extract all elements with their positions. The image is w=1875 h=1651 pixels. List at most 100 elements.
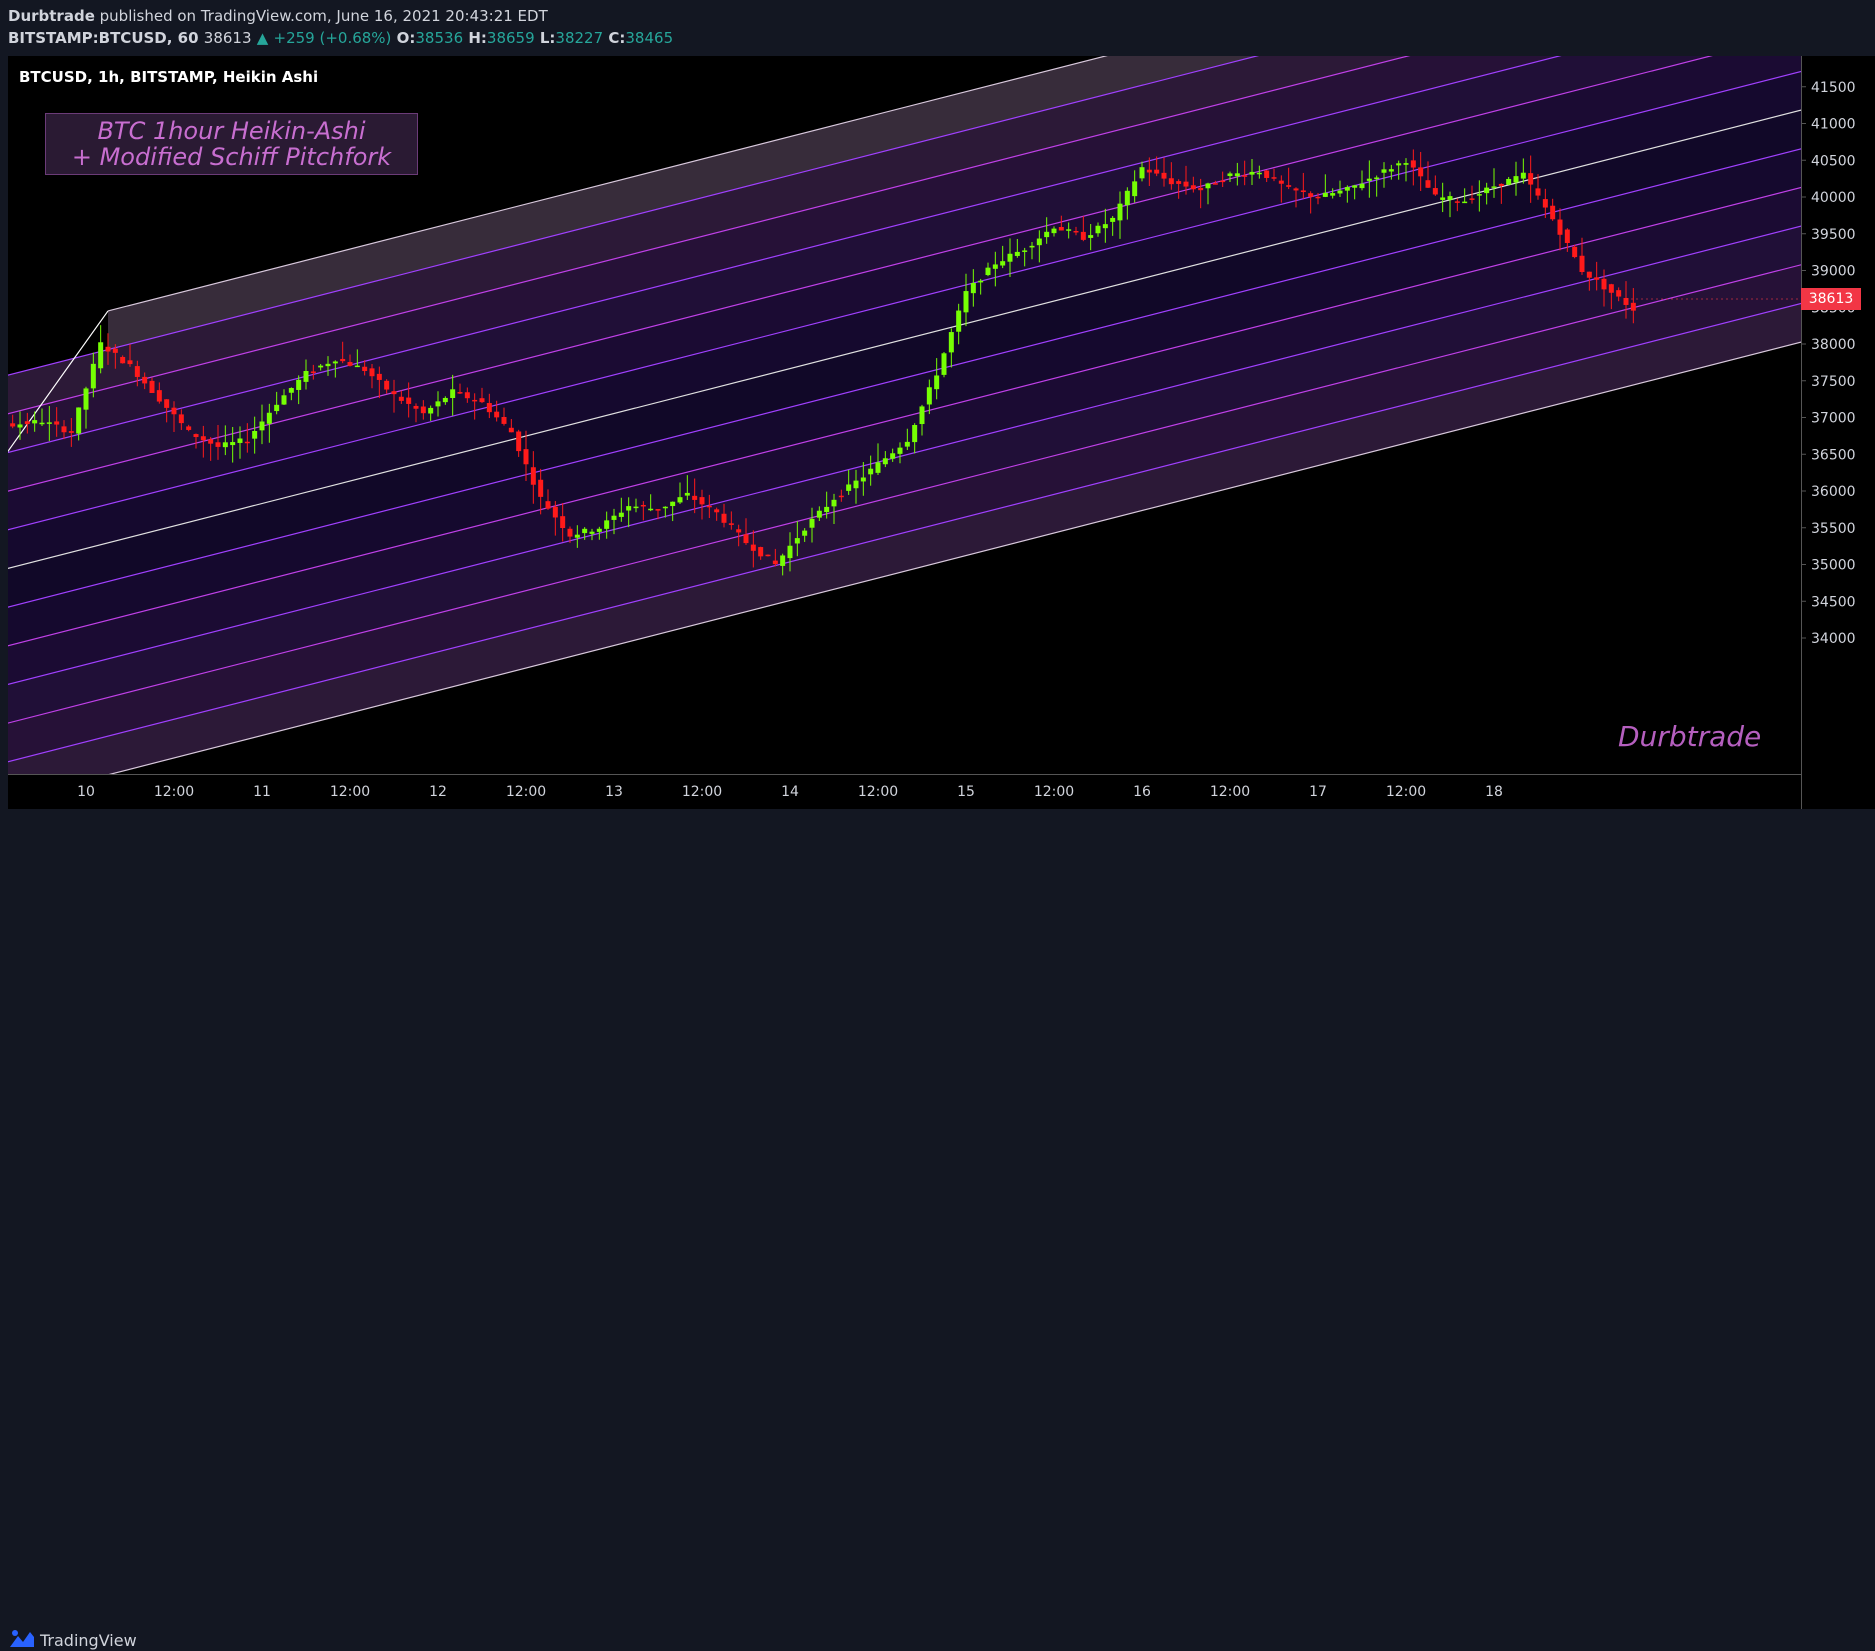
candle-up: [853, 480, 859, 489]
candle-up: [1447, 196, 1453, 200]
price-axis[interactable]: 34000 34500 35000 35500 36000 36500 37000 37500…: [1801, 43, 1875, 809]
candle-down: [54, 421, 60, 425]
author-name[interactable]: Durbtrade: [8, 7, 95, 25]
candle-up: [574, 534, 580, 538]
candle-down: [523, 449, 529, 465]
candle-up: [1044, 231, 1050, 238]
candle-up: [596, 528, 602, 532]
candle-down: [420, 406, 426, 414]
candle-up: [1117, 203, 1123, 221]
candle-down: [1469, 198, 1475, 200]
candle-up: [604, 520, 610, 529]
price-tick-label: 37500: [1811, 374, 1856, 390]
chart-pane[interactable]: BTCUSD, 1h, BITSTAMP, Heikin Ashi BTC 1h…: [8, 56, 1801, 774]
candle-down: [1498, 183, 1504, 186]
candle-up: [1066, 229, 1072, 231]
candle-up: [266, 412, 272, 424]
candle-down: [1550, 205, 1556, 220]
candle-up: [648, 508, 654, 511]
tradingview-logo-icon[interactable]: [8, 1627, 36, 1651]
high-label: H:: [468, 29, 487, 47]
candle-down: [1572, 246, 1578, 258]
candle-up: [934, 375, 940, 390]
candle-down: [1315, 196, 1321, 199]
candle-up: [1462, 201, 1468, 204]
price-change: +259 (+0.68%): [273, 29, 392, 47]
up-arrow-icon: ▲: [256, 29, 269, 47]
candle-down: [171, 407, 177, 415]
chart-annotation-title[interactable]: BTC 1hour Heikin-Ashi + Modified Schiff …: [45, 113, 418, 175]
candle-down: [736, 529, 742, 533]
candle-down: [1146, 169, 1152, 173]
close-value: 38465: [625, 29, 674, 47]
candle-down: [545, 501, 551, 509]
candle-up: [222, 442, 228, 448]
last-price: 38613: [203, 29, 252, 47]
pitchfork-line: [107, 56, 1108, 312]
candle-down: [721, 513, 727, 523]
candle-up: [1132, 181, 1138, 197]
time-tick-label: 10: [77, 784, 95, 800]
candle-up: [1476, 194, 1482, 196]
candle-up: [1359, 183, 1365, 189]
candle-up: [626, 506, 632, 511]
candle-up: [802, 530, 808, 536]
candle-up: [1513, 176, 1519, 183]
symbol-interval[interactable]: BITSTAMP:BTCUSD, 60: [8, 29, 199, 47]
pitchfork-band: [8, 187, 1801, 685]
close-label: C:: [608, 29, 626, 47]
candle-down: [1242, 175, 1248, 177]
candle-up: [1088, 235, 1094, 238]
candle-down: [501, 416, 507, 424]
candle-up: [684, 492, 690, 496]
candle-up: [985, 267, 991, 276]
time-tick-label: 14: [781, 784, 799, 800]
candle-down: [699, 497, 705, 505]
candle-up: [259, 421, 265, 431]
tradingview-brand[interactable]: TradingView: [40, 1631, 137, 1650]
pitchfork-line: [8, 56, 1260, 376]
candle-down: [1454, 201, 1460, 203]
time-axis[interactable]: 10 12:00 11 12:00 12 12:00 13 12:00 14 12:00 15 12:…: [8, 774, 1801, 809]
candle-down: [479, 398, 485, 403]
candle-down: [743, 534, 749, 544]
pitchfork-line: [8, 56, 1562, 454]
candle-up: [860, 477, 866, 482]
candle-up: [1256, 172, 1262, 175]
pitchfork-line: [8, 148, 1801, 608]
candle-up: [846, 484, 852, 491]
candle-up: [442, 397, 448, 403]
candle-up: [890, 453, 896, 459]
candle-up: [1249, 171, 1255, 175]
price-tick-label: 42000: [1811, 56, 1856, 59]
open-label: O:: [396, 29, 416, 47]
candle-up: [948, 332, 954, 353]
candle-up: [816, 510, 822, 518]
candle-up: [1234, 173, 1240, 177]
price-tick-label: 39500: [1811, 227, 1856, 243]
low-label: L:: [539, 29, 556, 47]
candle-down: [1278, 180, 1284, 184]
candle-up: [831, 499, 837, 507]
candle-up: [912, 425, 918, 443]
candle-down: [552, 506, 558, 518]
chart-canvas[interactable]: [8, 56, 1801, 774]
candle-up: [1520, 172, 1526, 179]
candle-down: [340, 358, 346, 362]
publish-line: Durbtrade published on TradingView.com, …: [8, 7, 548, 25]
candle-down: [208, 439, 214, 444]
candle-down: [516, 431, 522, 452]
candle-up: [882, 458, 888, 465]
candle-down: [105, 346, 111, 352]
candle-down: [164, 399, 170, 408]
candle-down: [1168, 178, 1174, 185]
candle-up: [904, 441, 910, 447]
pitchfork-band: [8, 110, 1801, 608]
candle-down: [68, 431, 74, 433]
candle-down: [655, 509, 661, 511]
time-tick-label: 12:00: [506, 784, 546, 800]
candle-down: [1586, 271, 1592, 278]
pitchfork-band: [8, 56, 1801, 530]
candle-down: [413, 405, 419, 409]
annotation-line-2: + Modified Schiff Pitchfork: [71, 143, 392, 171]
